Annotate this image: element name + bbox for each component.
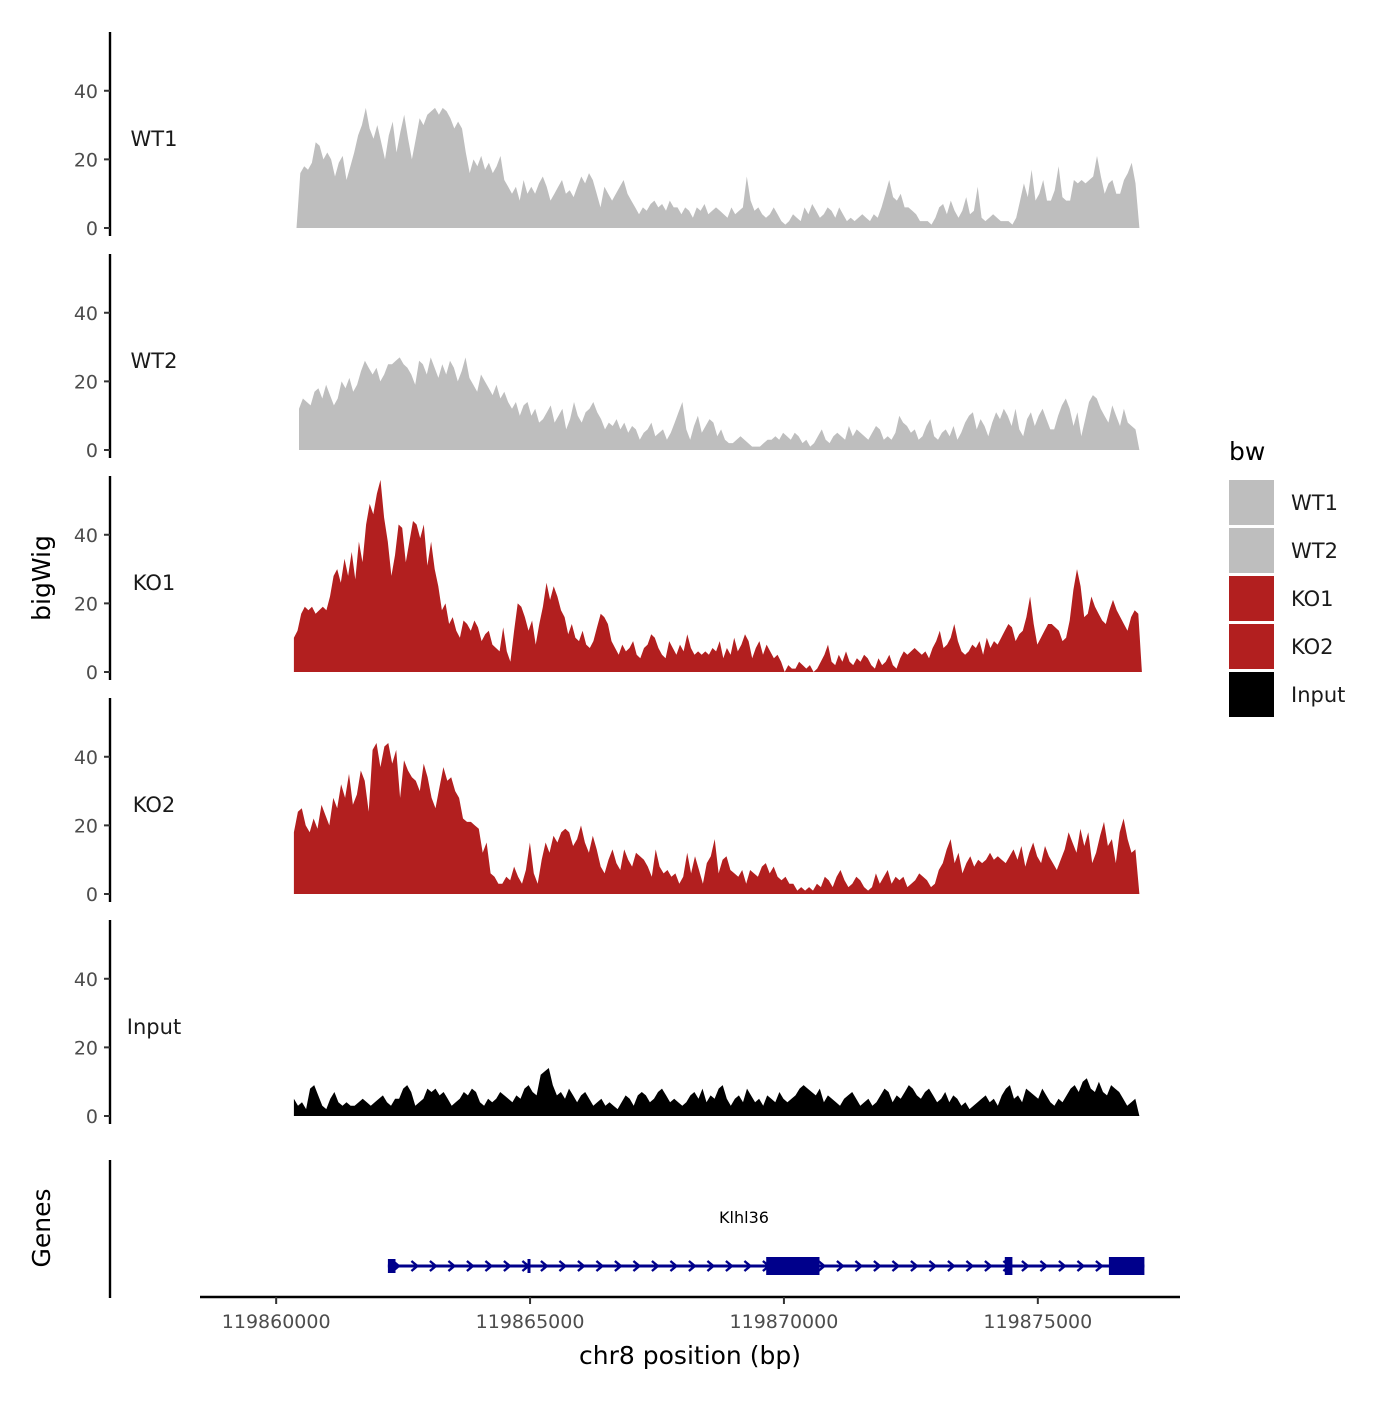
strand-arrow xyxy=(910,1260,919,1272)
legend-key-ko2 xyxy=(1229,624,1274,669)
strand-arrow xyxy=(984,1260,993,1272)
tracks-layer: 0 20 40 WT1 0 20 40 WT2 0 20 40 KO1 0 20 40 KO2 0 20 40 Inp… xyxy=(74,32,1142,1128)
strand-arrow xyxy=(706,1260,716,1272)
gene-exon xyxy=(527,1259,531,1273)
track-label-ko2: KO2 xyxy=(133,793,176,817)
legend-title: bw xyxy=(1229,437,1265,466)
genes-axis-title: Genes xyxy=(27,1188,56,1267)
strand-arrow xyxy=(725,1260,734,1272)
strand-arrow xyxy=(651,1260,660,1272)
y-tick-label: 0 xyxy=(86,440,98,462)
legend-label-ko2: KO2 xyxy=(1291,635,1334,659)
x-tick-label: 119870000 xyxy=(730,1311,839,1333)
strand-arrow xyxy=(1076,1260,1086,1272)
strand-arrow xyxy=(484,1260,494,1272)
strand-arrow xyxy=(595,1260,605,1272)
y-tick-label: 0 xyxy=(86,884,98,906)
y-tick-label: 20 xyxy=(74,371,98,393)
x-tick-label: 119860000 xyxy=(222,1311,331,1333)
legend-key-ko1 xyxy=(1229,576,1274,621)
strand-arrow xyxy=(614,1260,623,1272)
x-axis-title: chr8 position (bp) xyxy=(579,1341,801,1370)
y-tick-label: 0 xyxy=(86,218,98,240)
y-tick-label: 0 xyxy=(86,1106,98,1128)
gene-name-label: Klhl36 xyxy=(719,1208,769,1227)
gene-exon xyxy=(1108,1257,1145,1275)
gene-exon xyxy=(387,1259,396,1273)
y-tick-label: 40 xyxy=(74,81,98,103)
strand-arrow xyxy=(1021,1260,1030,1272)
x-axis: 119860000 119865000 119870000 119875000 xyxy=(200,1295,1180,1333)
strand-arrow xyxy=(965,1260,975,1272)
y-tick-label: 40 xyxy=(74,747,98,769)
strand-arrow xyxy=(540,1260,549,1272)
track-wt1: 0 20 40 WT1 xyxy=(74,32,1140,240)
x-tick-label: 119875000 xyxy=(983,1311,1092,1333)
strand-arrow xyxy=(873,1260,882,1272)
track-label-ko1: KO1 xyxy=(133,571,176,595)
strand-arrow xyxy=(558,1260,568,1272)
y-tick-label: 0 xyxy=(86,662,98,684)
strand-arrow xyxy=(1058,1260,1067,1272)
gene-exon xyxy=(766,1257,820,1275)
y-tick-label: 40 xyxy=(74,969,98,991)
strand-arrow xyxy=(891,1260,901,1272)
area-ko1 xyxy=(293,479,1142,672)
track-ko2: 0 20 40 KO2 xyxy=(74,698,1140,906)
strand-arrow xyxy=(669,1260,679,1272)
strand-arrow xyxy=(854,1260,864,1272)
legend-key-wt2 xyxy=(1229,528,1274,573)
y-tick-label: 20 xyxy=(74,593,98,615)
track-input: 0 20 40 Input xyxy=(74,920,1140,1128)
strand-arrow xyxy=(928,1260,938,1272)
y-tick-label: 20 xyxy=(74,1037,98,1059)
legend-label-input: Input xyxy=(1291,683,1345,707)
strand-arrow xyxy=(836,1260,845,1272)
y-tick-label: 40 xyxy=(74,525,98,547)
area-input xyxy=(293,1068,1140,1116)
legend-label-wt1: WT1 xyxy=(1291,491,1338,515)
y-tick-label: 20 xyxy=(74,149,98,171)
area-ko2 xyxy=(293,743,1140,894)
strand-arrow xyxy=(503,1260,512,1272)
legend-label-wt2: WT2 xyxy=(1291,539,1338,563)
track-label-wt2: WT2 xyxy=(131,349,178,373)
y-tick-label: 20 xyxy=(74,815,98,837)
strand-arrow xyxy=(688,1260,697,1272)
strand-arrow xyxy=(410,1260,420,1272)
track-label-input: Input xyxy=(127,1015,181,1039)
strand-arrow xyxy=(577,1260,586,1272)
track-wt2: 0 20 40 WT2 xyxy=(74,254,1140,462)
gene-exon xyxy=(1004,1257,1013,1275)
legend-label-ko1: KO1 xyxy=(1291,587,1334,611)
track-ko1: 0 20 40 KO1 xyxy=(74,476,1142,684)
legend-key-input xyxy=(1229,672,1274,717)
gene-panel: Klhl36 xyxy=(108,1160,1145,1298)
legend-key-wt1 xyxy=(1229,480,1274,525)
y-axis-title: bigWig xyxy=(27,535,56,621)
strand-arrow xyxy=(947,1260,956,1272)
strand-arrow xyxy=(743,1260,753,1272)
strand-arrow xyxy=(447,1260,457,1272)
track-label-wt1: WT1 xyxy=(131,127,178,151)
strand-arrow xyxy=(1039,1260,1049,1272)
strand-arrow xyxy=(632,1260,642,1272)
y-tick-label: 40 xyxy=(74,303,98,325)
area-wt2 xyxy=(299,357,1140,450)
x-tick-label: 119865000 xyxy=(476,1311,585,1333)
area-wt1 xyxy=(296,107,1140,228)
strand-arrow xyxy=(1095,1260,1104,1272)
strand-arrow xyxy=(466,1260,475,1272)
strand-arrow xyxy=(817,1260,827,1272)
legend: bw WT1 WT2 KO1 KO2 Input xyxy=(1229,437,1345,717)
strand-arrow xyxy=(429,1260,438,1272)
